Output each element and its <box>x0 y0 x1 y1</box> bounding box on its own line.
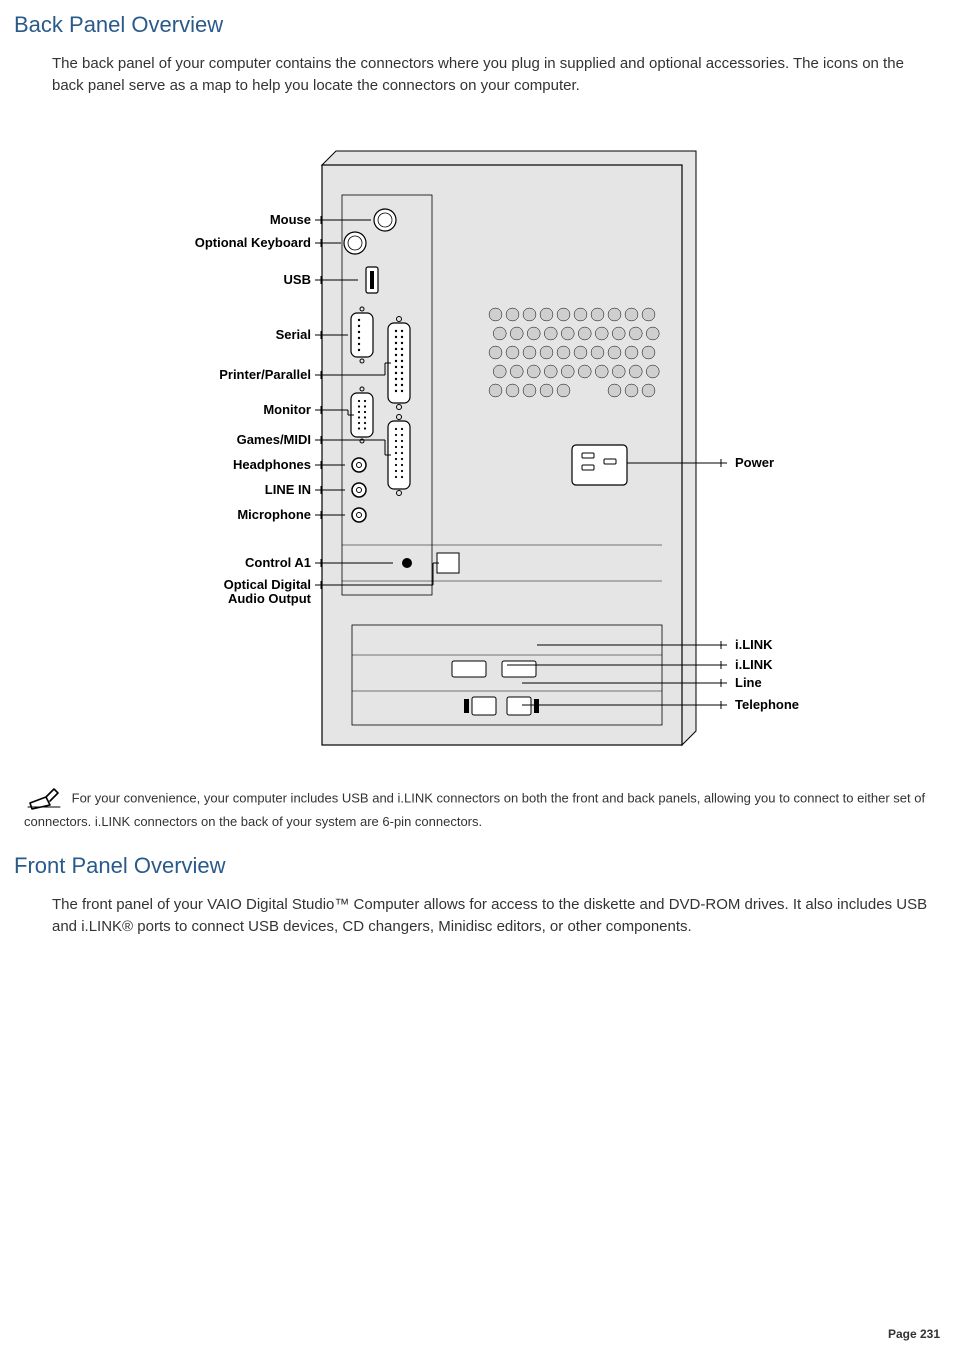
svg-text:LINE IN: LINE IN <box>265 482 311 497</box>
svg-text:Telephone: Telephone <box>735 697 799 712</box>
note-text: For your convenience, your computer incl… <box>24 790 925 829</box>
back-panel-diagram: Mouse Optional Keyboard USB Serial Printer/P… <box>127 125 827 765</box>
note-icon <box>24 785 64 813</box>
svg-text:Control A1: Control A1 <box>245 555 311 570</box>
svg-text:Power: Power <box>735 455 774 470</box>
note-block: For your convenience, your computer incl… <box>24 785 930 832</box>
svg-text:Headphones: Headphones <box>233 457 311 472</box>
back-panel-diagram-container: Mouse Optional Keyboard USB Serial Printer/P… <box>14 125 940 765</box>
svg-text:Optical Digital: Optical Digital <box>224 577 311 592</box>
svg-text:i.LINK: i.LINK <box>735 637 773 652</box>
svg-text:Line: Line <box>735 675 762 690</box>
svg-text:Games/MIDI: Games/MIDI <box>237 432 311 447</box>
svg-text:Mouse: Mouse <box>270 212 311 227</box>
heading-front-panel: Front Panel Overview <box>14 853 940 879</box>
svg-text:Microphone: Microphone <box>237 507 311 522</box>
svg-text:i.LINK: i.LINK <box>735 657 773 672</box>
svg-text:Printer/Parallel: Printer/Parallel <box>219 367 311 382</box>
paragraph-back-panel: The back panel of your computer contains… <box>52 53 930 97</box>
paragraph-front-panel: The front panel of your VAIO Digital Stu… <box>52 894 930 938</box>
svg-text:Monitor: Monitor <box>263 402 311 417</box>
svg-text:Audio Output: Audio Output <box>228 591 312 606</box>
svg-text:Optional Keyboard: Optional Keyboard <box>195 235 311 250</box>
svg-text:Serial: Serial <box>276 327 311 342</box>
heading-back-panel: Back Panel Overview <box>14 12 940 38</box>
page-number: Page 231 <box>888 1327 940 1341</box>
svg-text:USB: USB <box>284 272 311 287</box>
